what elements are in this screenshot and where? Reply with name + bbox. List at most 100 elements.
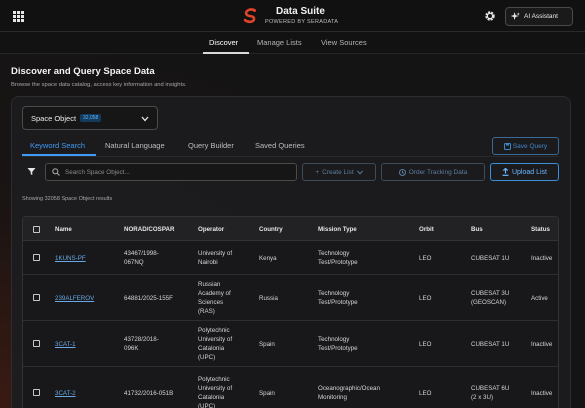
table-row[interactable]: 1KUNS-PF 43467/1998- 067NQ University of Nai… [23,241,558,275]
col-country[interactable]: Country [259,226,283,233]
tab-query-builder[interactable]: Query Builder [188,141,234,150]
cell-operator: University of Nairobi [198,249,232,267]
search-field[interactable] [45,163,297,181]
cell-norad: 64881/2025-155F [124,294,173,303]
search-input[interactable] [65,168,285,176]
cell-mission-type-line: Technology [318,290,350,297]
tab-saved-queries[interactable]: Saved Queries [255,141,305,150]
cell-country-line: Spain [259,389,275,397]
cell-name[interactable]: 1KUNS-PF [55,254,86,263]
cell-country: Kenya [259,254,277,263]
row-checkbox[interactable] [33,389,40,396]
chevron-down-icon [356,170,363,175]
top-bar: Data Suite POWERED BY SERADATA AI Assist… [0,0,585,32]
row-checkbox[interactable] [33,254,40,261]
cell-operator-line: Academy of [198,290,231,297]
cell-name[interactable]: 3CAT-1 [55,340,76,349]
cell-norad-line: 096K [124,345,139,352]
cell-mission-type-line: Test/Prototype [318,259,358,266]
cell-norad: 43728/2018- 096K [124,335,159,353]
cell-norad-line: 64881/2025-155F [124,294,173,302]
cell-mission-type: Technology Test/Prototype [318,335,358,353]
cell-status-line: Inactive [531,340,553,348]
cell-operator-line: Catalonia [198,345,225,352]
filter-icon[interactable] [27,167,36,176]
cell-operator-line: University of [198,385,233,392]
cell-operator-line: Catalonia [198,394,225,401]
gear-icon[interactable] [484,10,496,22]
ai-assistant-button[interactable]: AI Assistant [505,7,573,26]
select-all-checkbox[interactable] [33,226,40,233]
page-title: Discover and Query Space Data [11,66,155,77]
chevron-down-icon [141,116,149,122]
cell-orbit-line: LEO [419,389,432,397]
col-norad[interactable]: NORAD/COSPAR [124,226,175,233]
seradata-logo-icon [243,8,256,24]
table-row[interactable]: 239ALFEROV 64881/2025-155F Russian Academy … [23,275,558,321]
plus-icon: + [315,168,320,176]
order-tracking-label: Order Tracking Data [408,168,468,176]
upload-list-label: Upload List [511,168,548,176]
cell-orbit: LEO [419,294,431,303]
cell-operator-line: (UPC) [198,403,216,408]
apps-grid-icon[interactable] [13,11,24,22]
cell-mission-type-line: Technology [318,250,350,257]
cell-mission-type-line: Monitoring [318,394,347,401]
cell-bus: CUBESAT 3U (GEOSCAN) [471,289,509,307]
cell-orbit-line: LEO [419,294,432,302]
cell-status: Active [531,294,548,303]
cell-operator-line: University of [198,250,233,257]
cell-operator-line: University of [198,336,233,343]
save-query-label: Save Query [512,142,548,150]
table-row[interactable]: 3CAT-1 43728/2018- 096K Polytechnic Universi… [23,321,558,367]
active-sub-tab-indicator [22,154,96,156]
cell-bus-line: CUBESAT 1U [471,254,510,262]
cell-mission-type-line: Test/Prototype [318,345,358,352]
cell-operator-line: Polytechnic [198,327,230,334]
create-list-label: Create List [322,168,354,176]
tab-natural-language[interactable]: Natural Language [105,141,165,150]
cell-operator: Russian Academy of Sciences (RAS) [198,280,231,316]
tab-manage-lists[interactable]: Manage Lists [257,38,302,47]
table-row[interactable]: 3CAT-2 41732/2016-051B Polytechnic Universi… [23,367,558,408]
upload-icon [502,168,509,176]
cell-name[interactable]: 239ALFEROV [55,294,94,303]
upload-list-button[interactable]: Upload List [490,163,559,181]
active-tab-indicator [203,52,249,54]
cell-name[interactable]: 3CAT-2 [55,389,76,398]
cell-norad-line: 067NQ [124,259,144,266]
cell-country: Spain [259,389,275,398]
col-orbit[interactable]: Orbit [419,226,434,233]
cell-bus: CUBESAT 1U [471,340,509,349]
create-list-button[interactable]: + Create List [302,163,376,181]
cell-operator-line: (RAS) [198,308,215,315]
save-query-button[interactable]: Save Query [492,137,559,155]
cell-status: Inactive [531,340,552,349]
cell-mission-type-line: Oceanographic/Ocean [318,385,380,392]
col-operator[interactable]: Operator [198,226,225,233]
cell-status: Inactive [531,254,552,263]
row-checkbox[interactable] [33,340,40,347]
tab-keyword-search[interactable]: Keyword Search [30,141,86,150]
ai-assistant-label: AI Assistant [524,13,558,20]
col-name[interactable]: Name [55,226,72,233]
tab-discover[interactable]: Discover [209,38,239,47]
cell-operator-line: Sciences [198,299,224,306]
cell-mission-type: Technology Test/Prototype [318,289,358,307]
row-checkbox[interactable] [33,294,40,301]
cell-operator-line: (UPC) [198,354,216,361]
col-status[interactable]: Status [531,226,550,233]
cell-bus-line: CUBESAT 3U [471,290,510,297]
sub-tab-divider [22,156,559,157]
object-type-select[interactable]: Space Object 32,058 [22,106,158,130]
main-nav [0,32,585,54]
col-bus[interactable]: Bus [471,226,483,233]
cell-orbit: LEO [419,389,431,398]
tab-view-sources[interactable]: View Sources [321,38,367,47]
app-title: Data Suite [276,6,325,17]
cell-norad-line: 41732/2016-051B [124,389,174,397]
order-tracking-button[interactable]: Order Tracking Data [381,163,485,181]
cell-name-line: 3CAT-2 [55,389,76,397]
cell-country-line: Spain [259,340,275,348]
col-mission-type[interactable]: Mission Type [318,226,357,233]
